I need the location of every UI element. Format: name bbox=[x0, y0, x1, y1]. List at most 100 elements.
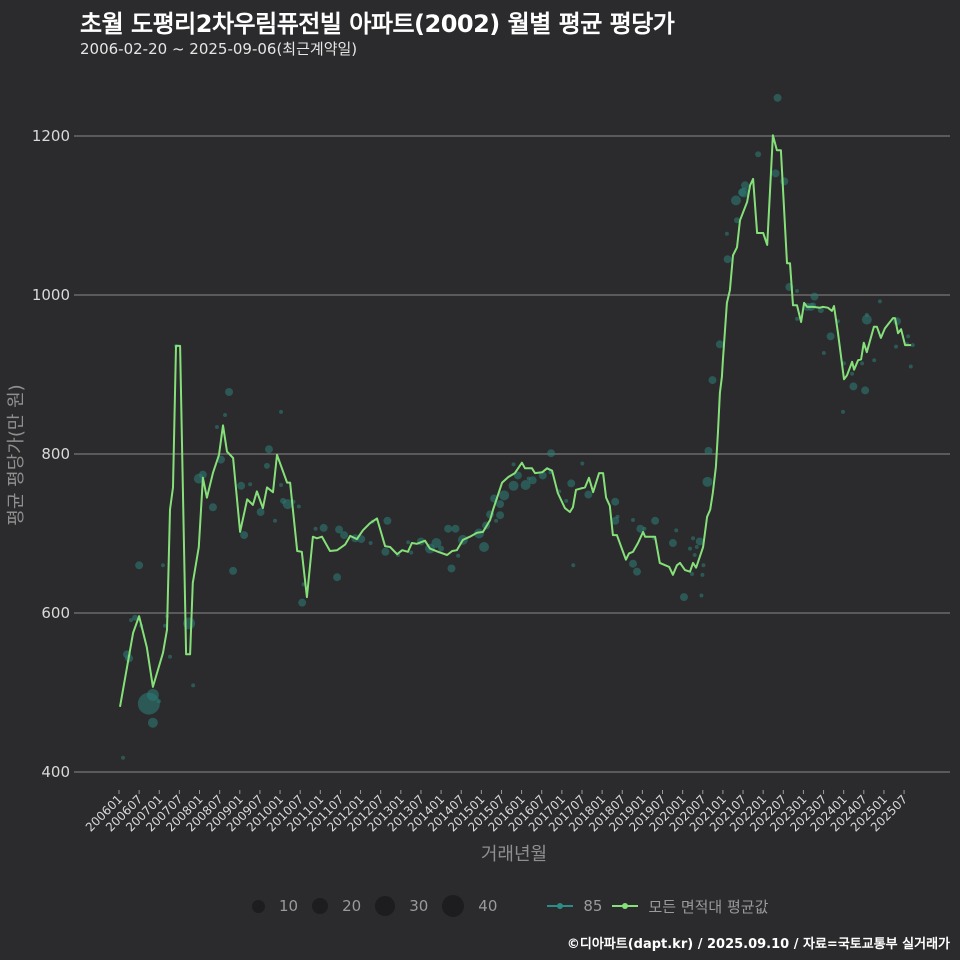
data-point bbox=[160, 563, 165, 568]
data-point bbox=[279, 483, 284, 488]
data-point bbox=[198, 470, 207, 479]
data-point bbox=[162, 623, 167, 628]
data-point bbox=[679, 593, 688, 602]
data-point bbox=[694, 545, 699, 550]
source-credit: ©디아파트(dapt.kr) / 2025.09.10 / 자료=국토교통부 실… bbox=[566, 937, 950, 952]
data-point bbox=[279, 409, 284, 414]
data-point bbox=[406, 540, 411, 545]
data-point bbox=[135, 561, 144, 570]
y-tick-label: 400 bbox=[41, 763, 70, 781]
data-point bbox=[771, 169, 780, 178]
data-point bbox=[513, 471, 522, 480]
data-point bbox=[147, 717, 158, 728]
legend-series: 85 모든 면적대 평균값 bbox=[547, 896, 778, 917]
data-point bbox=[479, 542, 490, 553]
y-tick-label: 600 bbox=[41, 604, 70, 622]
data-point bbox=[704, 446, 713, 455]
data-point bbox=[877, 299, 882, 304]
data-point bbox=[256, 508, 265, 517]
data-point bbox=[755, 151, 762, 158]
gridlines bbox=[78, 135, 950, 773]
data-point bbox=[715, 340, 724, 349]
y-tick-label: 800 bbox=[41, 445, 70, 463]
data-point bbox=[702, 476, 713, 487]
data-point bbox=[733, 217, 740, 224]
data-point bbox=[699, 593, 704, 598]
data-point bbox=[795, 316, 800, 321]
data-point bbox=[191, 683, 196, 688]
data-point bbox=[208, 503, 217, 512]
legend: 10 20 30 40 85 모든 면적대 평균값 bbox=[252, 893, 778, 919]
legend-series-label: 85 bbox=[583, 897, 603, 915]
data-point bbox=[499, 490, 510, 501]
data-point bbox=[319, 523, 328, 532]
data-point bbox=[773, 93, 782, 102]
data-point bbox=[333, 573, 342, 582]
data-point bbox=[894, 344, 899, 349]
data-point bbox=[528, 476, 537, 485]
data-point bbox=[821, 351, 826, 356]
data-point bbox=[668, 539, 677, 548]
size-circle-icon bbox=[442, 895, 465, 917]
data-point bbox=[700, 572, 705, 577]
data-point bbox=[240, 531, 249, 540]
average-line bbox=[119, 134, 912, 707]
legend-size-label: 30 bbox=[409, 897, 429, 915]
data-point bbox=[237, 481, 246, 490]
legend-series-item: 85 bbox=[547, 897, 602, 915]
data-point bbox=[584, 490, 593, 499]
size-circle-icon bbox=[312, 898, 329, 914]
data-point bbox=[688, 546, 693, 551]
x-axis-ticks: 2006012006072007012007072008012008072009… bbox=[83, 790, 910, 835]
data-point bbox=[611, 516, 620, 525]
data-point bbox=[444, 524, 453, 533]
data-point bbox=[872, 358, 877, 363]
legend-size-item: 10 bbox=[252, 897, 298, 915]
data-point bbox=[630, 517, 635, 522]
data-point bbox=[496, 511, 505, 520]
data-point bbox=[229, 566, 238, 575]
series-85-points bbox=[121, 93, 915, 760]
data-point bbox=[567, 479, 576, 488]
data-point bbox=[708, 376, 717, 385]
y-tick-label: 1000 bbox=[32, 286, 70, 304]
data-point bbox=[121, 755, 126, 760]
data-point bbox=[282, 499, 293, 510]
data-point bbox=[438, 545, 445, 552]
data-point bbox=[860, 361, 865, 366]
size-circle-icon bbox=[252, 899, 265, 913]
data-point bbox=[538, 471, 547, 480]
data-point bbox=[690, 572, 695, 577]
data-point bbox=[580, 461, 585, 466]
y-tick-label: 1200 bbox=[32, 127, 70, 145]
data-point bbox=[313, 526, 318, 531]
data-point bbox=[409, 550, 414, 555]
data-point bbox=[810, 292, 819, 301]
data-point bbox=[674, 528, 679, 533]
y-axis-title: 평균 평당가(만 원) bbox=[6, 384, 27, 525]
legend-size-scale: 10 20 30 40 bbox=[252, 895, 511, 917]
y-axis-ticks: 400 600 800 1000 1200 bbox=[32, 127, 78, 781]
data-point bbox=[691, 536, 696, 541]
size-circle-icon bbox=[375, 896, 396, 916]
data-point bbox=[906, 334, 911, 339]
line-marker-icon bbox=[612, 901, 639, 911]
data-point bbox=[273, 518, 278, 523]
data-point bbox=[248, 482, 253, 487]
data-point bbox=[456, 553, 461, 558]
data-point bbox=[508, 480, 519, 491]
data-point bbox=[263, 462, 270, 469]
legend-size-item: 30 bbox=[375, 896, 428, 916]
data-point bbox=[723, 255, 732, 264]
data-point bbox=[494, 518, 499, 523]
data-point bbox=[547, 449, 556, 458]
data-point bbox=[167, 654, 172, 659]
data-point bbox=[296, 504, 301, 509]
data-point bbox=[214, 424, 219, 429]
data-point bbox=[695, 537, 704, 546]
data-point bbox=[335, 525, 344, 534]
chart-subtitle: 2006-02-20 ~ 2025-09-06(최근계약일) bbox=[80, 40, 358, 58]
legend-size-item: 20 bbox=[312, 897, 361, 915]
data-point bbox=[615, 514, 620, 519]
